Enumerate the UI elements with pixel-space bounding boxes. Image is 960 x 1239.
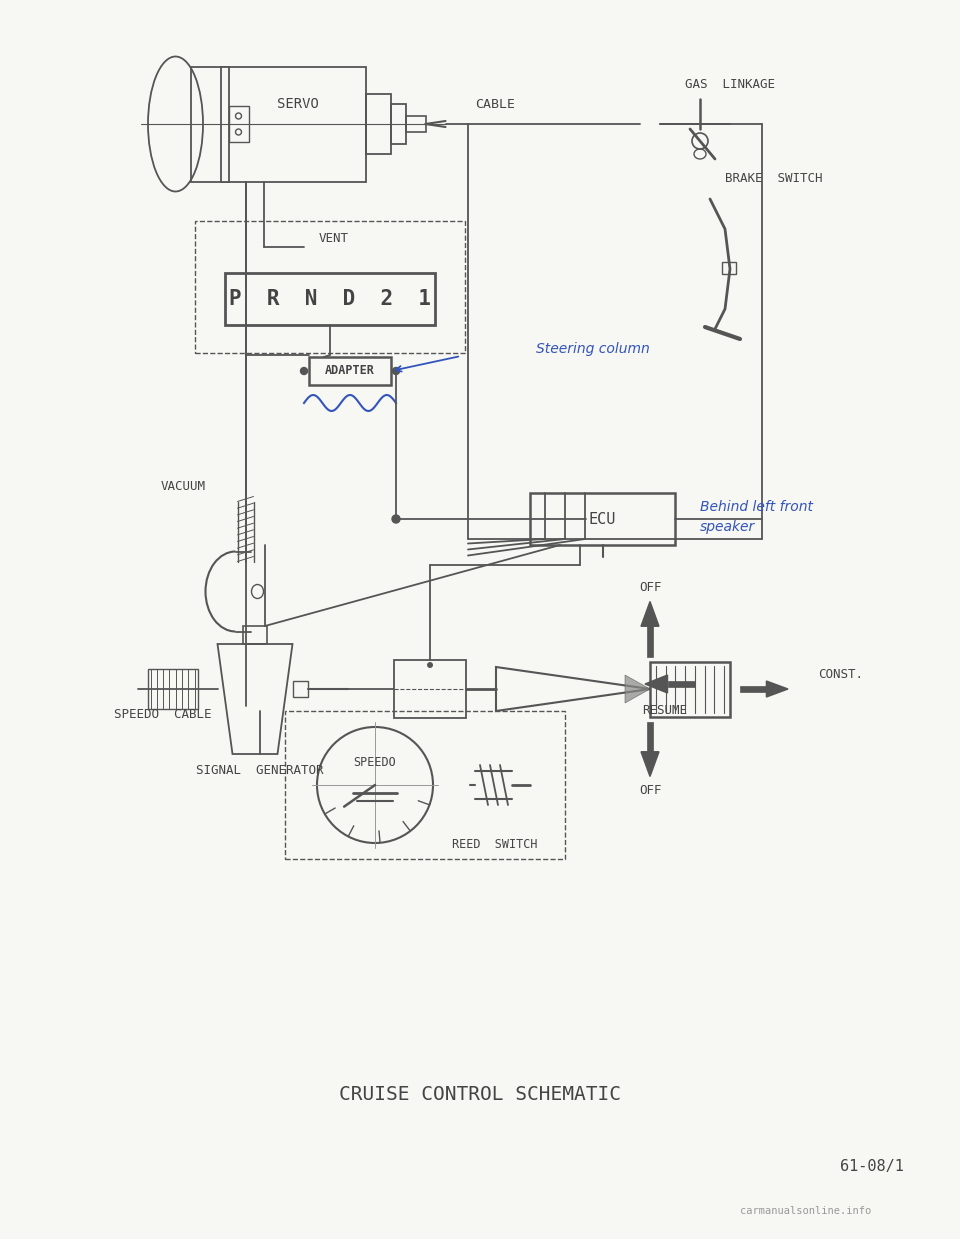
Text: VENT: VENT: [319, 232, 348, 245]
Polygon shape: [641, 601, 659, 626]
Bar: [195, 221, 465, 353]
Text: ECU: ECU: [588, 512, 616, 527]
Bar: [285, 711, 565, 859]
Text: SPEEDO: SPEEDO: [353, 757, 396, 769]
Text: CRUISE CONTROL SCHEMATIC: CRUISE CONTROL SCHEMATIC: [339, 1084, 621, 1104]
Bar: [221, 67, 228, 181]
Bar: [405, 116, 425, 133]
Text: 61-08/1: 61-08/1: [840, 1160, 904, 1175]
Bar: [667, 681, 695, 688]
Text: BRAKE  SWITCH: BRAKE SWITCH: [725, 172, 823, 186]
Text: RESUME: RESUME: [642, 705, 687, 717]
Bar: [722, 261, 736, 274]
Text: P  R  N  D  2  1: P R N D 2 1: [229, 289, 431, 309]
Circle shape: [393, 368, 399, 374]
Bar: [293, 681, 307, 698]
Bar: [228, 107, 249, 142]
Bar: [366, 94, 391, 154]
Text: CONST.: CONST.: [818, 668, 863, 680]
Bar: [243, 626, 267, 644]
Bar: [309, 357, 391, 385]
Bar: [647, 626, 653, 657]
Text: ADAPTER: ADAPTER: [325, 364, 375, 378]
Polygon shape: [625, 675, 650, 703]
Text: OFF: OFF: [638, 581, 661, 593]
Bar: [190, 67, 366, 181]
Text: GAS  LINKAGE: GAS LINKAGE: [685, 78, 775, 90]
Text: OFF: OFF: [638, 784, 661, 797]
Polygon shape: [645, 675, 667, 693]
Circle shape: [300, 368, 307, 374]
Text: SPEEDO  CABLE: SPEEDO CABLE: [113, 707, 211, 721]
Bar: [530, 493, 675, 545]
Text: Steering column: Steering column: [536, 342, 650, 356]
Bar: [647, 721, 653, 752]
Text: VACUUM: VACUUM: [160, 479, 205, 493]
Circle shape: [427, 662, 433, 668]
Text: Behind left front: Behind left front: [700, 501, 813, 514]
Polygon shape: [641, 752, 659, 777]
Circle shape: [392, 515, 400, 523]
Text: SERVO: SERVO: [277, 97, 319, 112]
Bar: [391, 104, 405, 144]
Text: carmanualsonline.info: carmanualsonline.info: [740, 1206, 872, 1215]
Bar: [740, 686, 766, 691]
Polygon shape: [766, 681, 788, 698]
Bar: [394, 660, 466, 717]
Bar: [650, 662, 730, 716]
Text: SIGNAL  GENERATOR: SIGNAL GENERATOR: [196, 763, 324, 777]
Text: speaker: speaker: [700, 520, 756, 534]
Text: CABLE: CABLE: [475, 98, 515, 110]
Bar: [225, 273, 435, 325]
Bar: [148, 669, 198, 709]
Text: REED  SWITCH: REED SWITCH: [452, 839, 538, 851]
